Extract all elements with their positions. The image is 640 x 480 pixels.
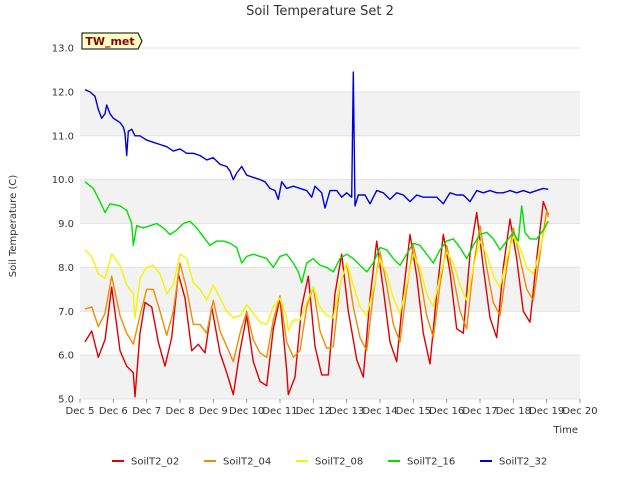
x-tick-label: Dec 20 bbox=[562, 406, 597, 417]
legend-label: SoilT2_16 bbox=[407, 457, 455, 468]
x-tick-label: Dec 8 bbox=[166, 406, 195, 417]
x-tick-label: Dec 5 bbox=[66, 406, 95, 417]
grid-lines bbox=[80, 47, 580, 400]
x-tick-label: Dec 6 bbox=[99, 406, 128, 417]
series-line-soilt2_16 bbox=[84, 181, 549, 284]
x-tick-label: Dec 13 bbox=[329, 406, 364, 417]
y-tick-label: 12.0 bbox=[52, 87, 74, 98]
badge-label: TW_met bbox=[85, 35, 134, 48]
legend-label: SoilT2_04 bbox=[223, 457, 271, 468]
x-tick-label: Dec 12 bbox=[296, 406, 331, 417]
y-tick-label: 9.0 bbox=[58, 219, 74, 230]
grid-bands bbox=[80, 48, 580, 399]
y-tick-label: 6.0 bbox=[58, 351, 74, 362]
x-axis-label: Time bbox=[553, 425, 578, 436]
series-line-soilt2_32 bbox=[84, 71, 549, 209]
y-tick-label: 5.0 bbox=[58, 395, 74, 406]
y-axis-ticks: 5.0 6.0 7.0 8.0 9.0 10.0 11.0 12.0 13.0 bbox=[52, 44, 74, 406]
y-tick-label: 11.0 bbox=[52, 131, 74, 142]
y-axis-label: Soil Temperature (C) bbox=[8, 175, 19, 278]
x-tick-label: Dec 18 bbox=[496, 406, 531, 417]
x-tick-label: Dec 10 bbox=[229, 406, 264, 417]
x-tick-label: Dec 14 bbox=[362, 406, 397, 417]
grid-band bbox=[80, 91, 580, 136]
x-tick-label: Dec 16 bbox=[429, 406, 464, 417]
grid-band bbox=[80, 223, 580, 268]
legend-label: SoilT2_02 bbox=[131, 457, 179, 468]
grid-band bbox=[80, 267, 580, 312]
x-tick-label: Dec 9 bbox=[199, 406, 228, 417]
station-badge: TW_met bbox=[81, 32, 143, 50]
x-tick-label: Dec 17 bbox=[462, 406, 497, 417]
x-tick-label: Dec 11 bbox=[262, 406, 297, 417]
y-tick-label: 10.0 bbox=[52, 175, 74, 186]
grid-band bbox=[80, 48, 580, 92]
x-tick-label: Dec 19 bbox=[529, 406, 564, 417]
grid-band bbox=[80, 179, 580, 224]
series-line-soilt2_04 bbox=[84, 209, 549, 363]
legend: SoilT2_02 SoilT2_04 SoilT2_08 SoilT2_16 Soil… bbox=[112, 457, 547, 468]
badge-box bbox=[81, 32, 143, 50]
x-tick-label: Dec 7 bbox=[132, 406, 161, 417]
series-line-soilt2_08 bbox=[84, 220, 549, 332]
y-tick-label: 13.0 bbox=[52, 44, 74, 55]
legend-label: SoilT2_08 bbox=[315, 457, 363, 468]
x-tick-label: Dec 15 bbox=[396, 406, 431, 417]
chart-title: Soil Temperature Set 2 bbox=[246, 4, 394, 19]
grid-band bbox=[80, 135, 580, 180]
legend-label: SoilT2_32 bbox=[499, 457, 547, 468]
series-line-soilt2_02 bbox=[84, 200, 549, 398]
y-tick-label: 7.0 bbox=[58, 307, 74, 318]
series-layer bbox=[84, 71, 549, 398]
y-tick-label: 8.0 bbox=[58, 263, 74, 274]
